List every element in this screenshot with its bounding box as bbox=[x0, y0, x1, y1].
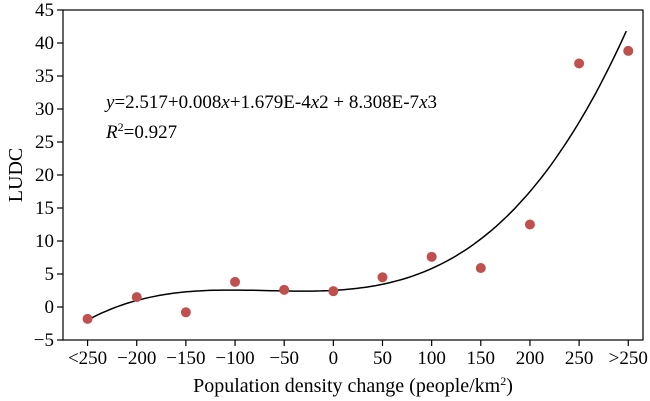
x-tick-label: 100 bbox=[417, 348, 446, 369]
data-point bbox=[180, 307, 191, 318]
x-tick-label: −200 bbox=[117, 348, 156, 369]
y-tick-label: 15 bbox=[35, 198, 54, 219]
y-axis-title: LUDC bbox=[5, 148, 27, 202]
data-point bbox=[623, 45, 634, 56]
equation-tail: 2 + 8.308E-7 bbox=[319, 92, 419, 113]
y-tick-label: 25 bbox=[35, 132, 54, 153]
equation-x2: x bbox=[310, 92, 320, 113]
data-points bbox=[82, 45, 634, 324]
data-point bbox=[377, 272, 388, 283]
y-tick-label: 45 bbox=[35, 0, 54, 21]
r-squared: R2=0.927 bbox=[105, 120, 177, 143]
x-tick-label: 150 bbox=[467, 348, 496, 369]
equation-x1: x bbox=[220, 92, 230, 113]
data-point bbox=[328, 286, 339, 297]
data-point bbox=[426, 251, 437, 262]
equation-mid: +1.679E-4 bbox=[230, 92, 311, 113]
equation-body: =2.517+0.008 bbox=[114, 92, 221, 113]
data-point bbox=[131, 292, 142, 303]
equation-end: 3 bbox=[428, 92, 438, 113]
x-tick-label: −100 bbox=[215, 348, 254, 369]
x-axis-title-sup: 2 bbox=[500, 374, 506, 388]
y-tick-label: 30 bbox=[35, 99, 54, 120]
data-point bbox=[230, 276, 241, 287]
y-tick-label: 0 bbox=[45, 297, 55, 318]
x-axis-title: Population density change (people/km2) bbox=[193, 374, 513, 397]
r-squared-symbol: R bbox=[105, 122, 118, 143]
y-axis: −5 0 5 10 15 20 25 30 35 40 45 bbox=[34, 0, 63, 351]
r-squared-sup: 2 bbox=[118, 120, 124, 134]
x-axis: <250 −200 −150 −100 −50 0 50 100 150 200 250 >250 bbox=[68, 340, 648, 369]
equation-y: y bbox=[104, 92, 115, 113]
x-tick-label: −150 bbox=[166, 348, 205, 369]
data-point bbox=[475, 263, 486, 274]
data-point bbox=[82, 313, 93, 324]
y-tick-label: 20 bbox=[35, 165, 54, 186]
x-tick-label: 200 bbox=[516, 348, 545, 369]
r-squared-value: =0.927 bbox=[124, 122, 177, 143]
data-point bbox=[524, 219, 535, 230]
y-tick-label: −5 bbox=[34, 330, 54, 351]
x-tick-label: <250 bbox=[68, 348, 107, 369]
fit-curve bbox=[87, 30, 627, 321]
x-tick-label: 250 bbox=[565, 348, 594, 369]
x-tick-label: −50 bbox=[269, 348, 299, 369]
x-axis-title-main: Population density change (people/km bbox=[193, 375, 501, 397]
y-tick-label: 10 bbox=[35, 231, 54, 252]
x-tick-label: 50 bbox=[373, 348, 392, 369]
x-tick-label: 0 bbox=[329, 348, 339, 369]
data-point bbox=[574, 58, 585, 69]
y-tick-label: 5 bbox=[45, 264, 55, 285]
equation-x3: x bbox=[418, 92, 428, 113]
equation: y=2.517+0.008x+1.679E-4x2 + 8.308E-7x3 bbox=[104, 92, 437, 113]
x-tick-label: >250 bbox=[609, 348, 648, 369]
y-tick-label: 40 bbox=[35, 33, 54, 54]
y-tick-label: 35 bbox=[35, 66, 54, 87]
data-point bbox=[279, 284, 290, 295]
x-axis-title-close: ) bbox=[506, 375, 513, 397]
plot-area-frame bbox=[62, 9, 644, 341]
